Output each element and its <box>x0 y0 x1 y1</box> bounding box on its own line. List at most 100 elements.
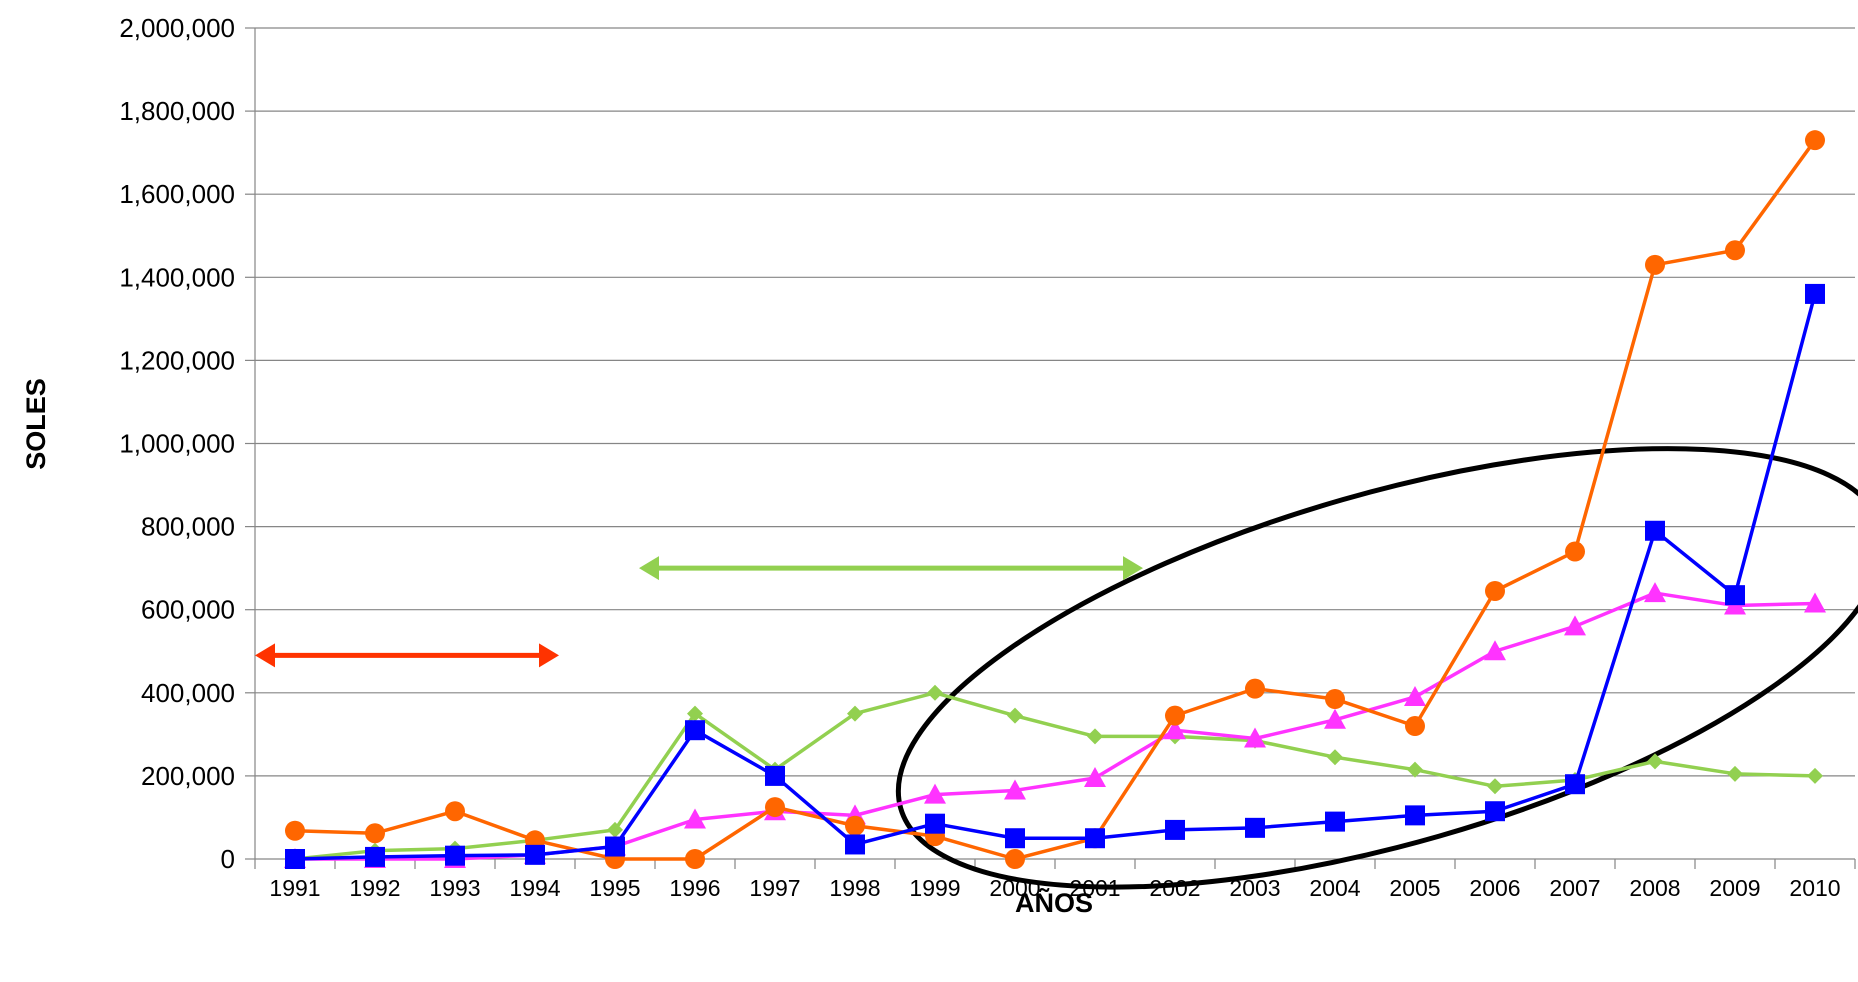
data-point <box>605 836 625 857</box>
y-tick-label: 1,000,000 <box>119 429 235 459</box>
data-point <box>445 801 465 822</box>
data-point <box>607 821 623 838</box>
y-tick-label: 1,400,000 <box>119 262 235 292</box>
grid-lines <box>255 27 1855 777</box>
data-point <box>1804 592 1826 613</box>
data-point <box>1165 705 1185 726</box>
data-point <box>1007 707 1023 724</box>
double-arrow-annotation <box>639 556 1143 581</box>
data-point <box>365 823 385 844</box>
y-tick-label: 600,000 <box>141 595 235 625</box>
data-point <box>1645 520 1665 541</box>
data-point <box>1645 254 1665 275</box>
data-point <box>1725 240 1745 261</box>
data-point <box>1324 708 1346 729</box>
x-tick-label: 1997 <box>749 875 800 901</box>
data-point <box>1245 817 1265 838</box>
data-point <box>1004 779 1026 800</box>
data-point <box>927 684 943 701</box>
arrow-head-left <box>639 556 659 581</box>
data-point <box>1805 283 1825 304</box>
series-group <box>284 130 1826 869</box>
data-point <box>1485 581 1505 602</box>
x-tick-label: 1991 <box>269 875 320 901</box>
data-point <box>1325 689 1345 710</box>
x-tick-label: 2008 <box>1629 875 1680 901</box>
data-point <box>1405 805 1425 826</box>
data-point <box>1564 615 1586 636</box>
arrow-head-right <box>1123 556 1143 581</box>
x-tick-label: 2006 <box>1469 875 1520 901</box>
y-tick-labels: 0 200,000 400,000 600,000 800,000 1,000,000 1,… <box>119 13 235 874</box>
data-point <box>1565 774 1585 795</box>
axes <box>245 27 1856 869</box>
y-tick-label: 800,000 <box>141 512 235 542</box>
x-tick-label: 2004 <box>1309 875 1360 901</box>
x-tick-label: 1996 <box>669 875 720 901</box>
data-point <box>285 849 305 869</box>
series-line <box>294 293 1817 861</box>
data-point <box>1085 828 1105 849</box>
data-point <box>445 845 465 866</box>
y-tick-label: 1,200,000 <box>119 345 235 375</box>
x-tick-label: 2009 <box>1709 875 1760 901</box>
data-point <box>1165 819 1185 840</box>
data-point <box>1485 801 1505 822</box>
y-tick-label: 400,000 <box>141 678 235 708</box>
x-tick-label: 2005 <box>1389 875 1440 901</box>
data-point <box>845 815 865 836</box>
data-point <box>365 846 385 867</box>
y-tick-label: 1,800,000 <box>119 96 235 126</box>
data-point <box>1725 585 1745 606</box>
y-tick-label: 200,000 <box>141 761 235 791</box>
series-circle <box>285 130 1825 869</box>
y-axis-title: SOLES <box>21 378 51 470</box>
data-point <box>1005 828 1025 849</box>
data-point <box>1807 767 1823 784</box>
data-point <box>1244 727 1266 748</box>
arrow-head-right <box>539 643 559 668</box>
series-square <box>285 283 1825 869</box>
data-point <box>1727 765 1743 782</box>
data-point <box>687 705 703 722</box>
annotations <box>255 446 1858 890</box>
x-tick-label: 1995 <box>589 875 640 901</box>
data-point <box>1084 766 1106 787</box>
x-tick-label: 1994 <box>509 875 560 901</box>
data-point <box>925 813 945 834</box>
series-line <box>294 139 1817 861</box>
data-point <box>1565 541 1585 562</box>
x-axis-title: AÑOS <box>1015 887 1093 918</box>
data-point <box>1164 719 1186 740</box>
x-tick-label: 2007 <box>1549 875 1600 901</box>
data-point <box>847 705 863 722</box>
x-tick-label: 1992 <box>349 875 400 901</box>
arrow-head-left <box>255 643 275 668</box>
data-point <box>1805 130 1825 151</box>
data-point <box>685 720 705 741</box>
x-tick-label: 1999 <box>909 875 960 901</box>
data-point <box>1005 849 1025 869</box>
data-point <box>1245 678 1265 699</box>
data-point <box>525 844 545 865</box>
y-tick-label: 0 <box>221 844 235 874</box>
data-point <box>1404 685 1426 706</box>
data-point <box>1087 728 1103 745</box>
data-point <box>1484 640 1506 661</box>
series-line <box>294 691 1816 861</box>
data-point <box>1325 811 1345 832</box>
data-point <box>1405 716 1425 737</box>
data-point <box>1644 582 1666 603</box>
double-arrow-annotation <box>255 643 559 668</box>
data-point <box>285 820 305 841</box>
data-point <box>685 849 705 869</box>
data-point <box>1647 753 1663 770</box>
x-tick-label: 1998 <box>829 875 880 901</box>
highlight-ellipse <box>895 446 1858 890</box>
data-point <box>1487 778 1503 795</box>
data-point <box>924 783 946 804</box>
y-tick-label: 2,000,000 <box>119 13 235 43</box>
data-point <box>765 765 785 786</box>
x-tick-label: 2010 <box>1789 875 1840 901</box>
